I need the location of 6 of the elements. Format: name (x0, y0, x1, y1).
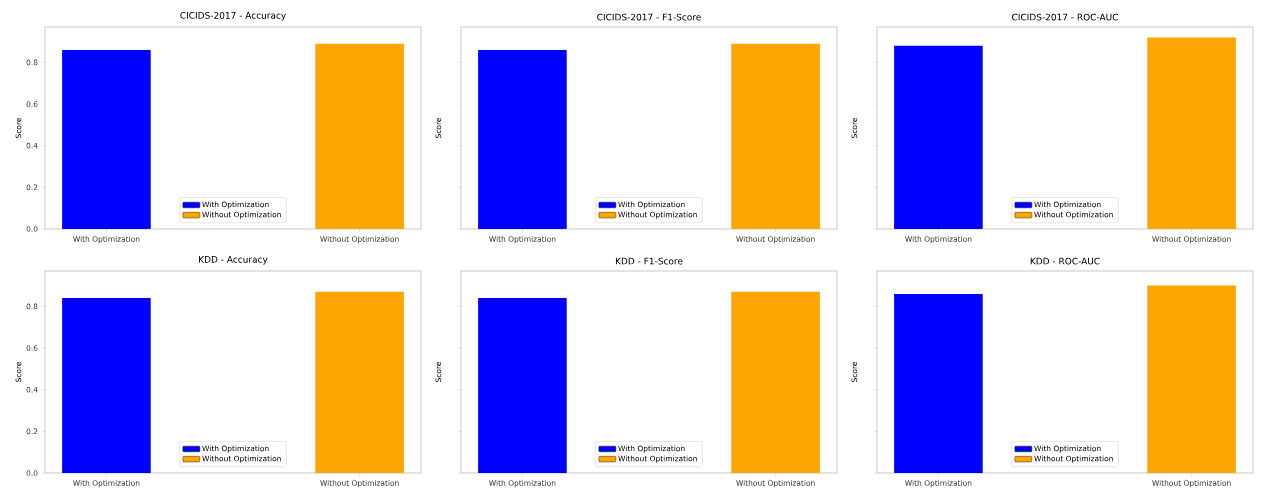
chart-title: KDD - ROC-AUC (1030, 257, 1100, 265)
chart-title: CICIDS-2017 - F1-Score (597, 13, 701, 21)
chart-title: KDD - Accuracy (199, 256, 268, 265)
chart-title: CICIDS-2017 - Accuracy (180, 12, 286, 21)
chart-title: CICIDS-2017 - ROC-AUC (1012, 13, 1118, 21)
chart-title: KDD - F1-Score (615, 257, 683, 265)
